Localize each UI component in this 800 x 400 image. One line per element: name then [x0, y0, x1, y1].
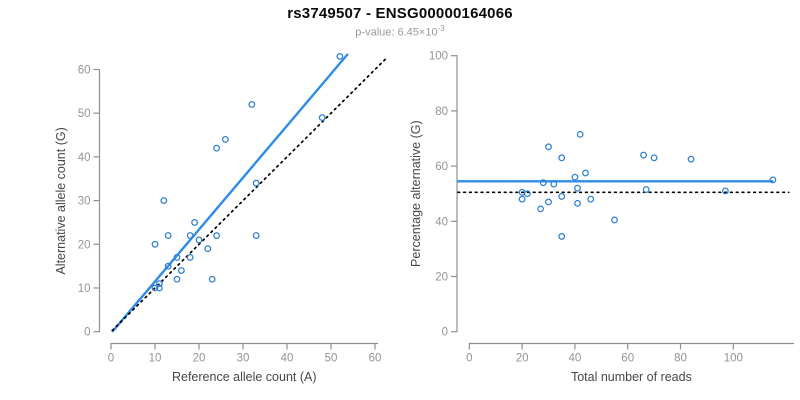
x-axis-title: Reference allele count (A) — [172, 370, 317, 384]
y-tick-label: 20 — [78, 239, 91, 251]
data-point — [336, 52, 344, 60]
data-point — [155, 284, 163, 292]
x-tick-label: 30 — [237, 353, 250, 365]
data-point — [574, 199, 581, 207]
data-point — [164, 232, 172, 239]
y-tick-label: 40 — [435, 216, 448, 228]
y-tick-label: 60 — [78, 65, 91, 77]
data-point — [155, 280, 163, 288]
data-point — [574, 184, 581, 192]
x-tick-label: 20 — [516, 353, 529, 365]
data-point — [186, 253, 194, 261]
y-tick-label: 10 — [78, 283, 91, 295]
data-point — [204, 245, 212, 253]
data-point — [318, 114, 326, 121]
x-tick-label: 10 — [149, 353, 162, 365]
data-point — [518, 195, 526, 203]
data-point — [151, 240, 159, 248]
x-tick-label: 0 — [108, 353, 114, 365]
data-point — [587, 195, 595, 203]
fit-line — [111, 53, 349, 333]
pvalue-exponent: -3 — [437, 24, 445, 33]
y-axis-title: Alternative allele count (G) — [54, 127, 68, 274]
data-point — [721, 187, 729, 195]
x-tick-label: 40 — [569, 353, 582, 365]
data-point — [576, 130, 584, 138]
data-point — [650, 154, 658, 162]
data-point — [186, 232, 194, 239]
data-point — [173, 275, 181, 283]
data-point — [687, 155, 695, 163]
data-point — [221, 135, 229, 143]
x-tick-label: 60 — [369, 353, 382, 365]
y-tick-label: 20 — [435, 272, 448, 284]
data-point — [558, 154, 566, 162]
data-point — [558, 193, 566, 200]
y-tick-label: 0 — [84, 327, 90, 339]
data-point — [611, 216, 618, 224]
y-tick-label: 0 — [442, 327, 448, 339]
data-point — [160, 197, 168, 205]
x-axis-title: Total number of reads — [571, 370, 692, 384]
data-point — [164, 262, 172, 270]
x-tick-label: 50 — [325, 353, 338, 365]
x-tick-label: 60 — [621, 353, 634, 365]
data-point — [558, 233, 566, 240]
data-point — [642, 186, 650, 193]
data-point — [571, 173, 579, 181]
x-tick-label: 20 — [193, 353, 206, 365]
x-tick-label: 100 — [724, 353, 743, 365]
data-point — [191, 219, 199, 226]
data-point — [769, 176, 777, 184]
y-tick-label: 80 — [435, 106, 448, 118]
plot-subtitle: p-value: 6.45×10-3 — [0, 24, 800, 39]
pvalue-base: 6.45×10 — [397, 26, 438, 39]
y-tick-label: 100 — [429, 51, 448, 63]
x-tick-label: 40 — [281, 353, 294, 365]
data-point — [550, 180, 558, 188]
y-tick-label: 50 — [78, 108, 91, 120]
data-point — [208, 275, 216, 283]
data-point — [173, 253, 181, 261]
data-point — [177, 267, 185, 274]
data-point — [640, 151, 647, 159]
y-tick-label: 30 — [78, 196, 91, 208]
data-point — [523, 190, 531, 198]
pvalue-prefix: p-value: — [355, 26, 398, 39]
y-tick-label: 40 — [78, 152, 91, 164]
x-tick-label: 80 — [674, 353, 687, 365]
data-point — [545, 143, 552, 151]
data-point — [213, 232, 221, 239]
data-point — [539, 179, 547, 187]
data-point — [151, 284, 159, 292]
y-tick-label: 60 — [435, 161, 448, 173]
y-axis-title: Percentage alternative (G) — [409, 120, 423, 267]
data-point — [252, 232, 260, 239]
data-point — [545, 198, 552, 206]
data-point — [248, 101, 256, 108]
plot-title: rs3749507 - ENSG00000164066 — [287, 5, 513, 22]
data-point — [252, 179, 260, 187]
data-point — [582, 169, 589, 177]
x-tick-label: 0 — [466, 353, 472, 365]
data-point — [195, 236, 203, 244]
data-point — [213, 144, 221, 152]
data-point — [537, 205, 545, 213]
